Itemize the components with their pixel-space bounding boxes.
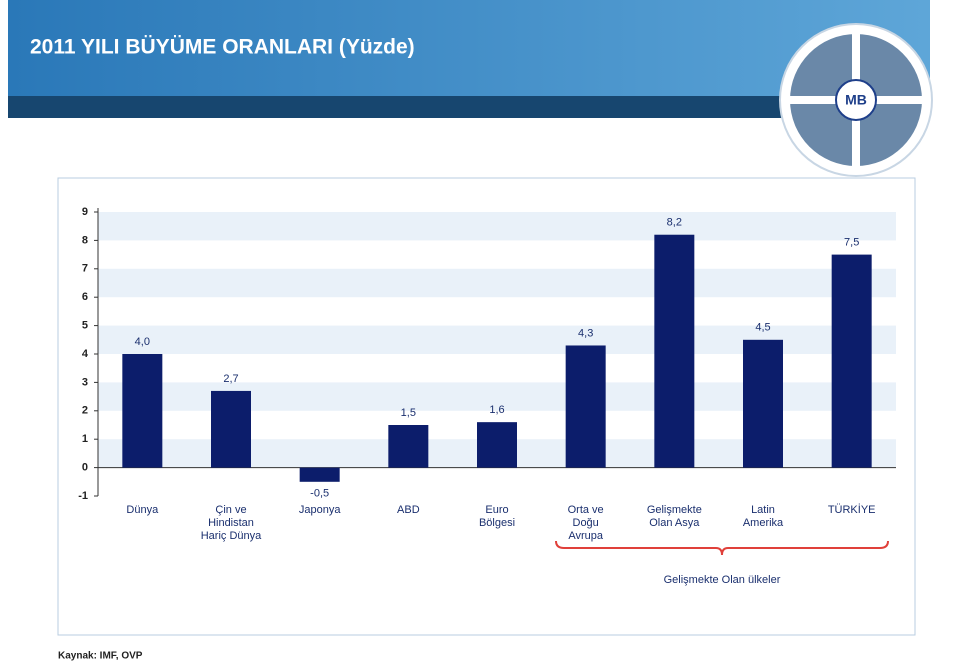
y-tick-label: -1 bbox=[78, 490, 88, 502]
bar bbox=[654, 234, 695, 468]
y-tick-label: 8 bbox=[82, 234, 88, 246]
y-tick-label: 0 bbox=[82, 462, 88, 474]
stripe bbox=[98, 212, 896, 241]
x-tick-label: Japonya bbox=[298, 504, 341, 516]
bar bbox=[122, 354, 163, 468]
bar bbox=[388, 425, 429, 468]
group-label: Gelişmekte Olan ülkeler bbox=[664, 574, 781, 586]
y-tick-label: 9 bbox=[82, 206, 88, 218]
value-label: 2,7 bbox=[223, 373, 238, 385]
y-tick-label: 5 bbox=[82, 320, 88, 332]
value-label: 1,6 bbox=[489, 404, 504, 416]
value-label: 8,2 bbox=[667, 217, 682, 229]
y-tick-label: 2 bbox=[82, 405, 88, 417]
logo-text: MB bbox=[845, 92, 867, 108]
x-tick-label: ABD bbox=[397, 504, 420, 516]
bar bbox=[565, 345, 606, 468]
header-strip bbox=[8, 96, 930, 118]
slide-title: 2011 YILI BÜYÜME ORANLARI (Yüzde) bbox=[30, 36, 415, 59]
x-tick-label: Orta ve Doğu Avrupa bbox=[567, 504, 604, 542]
logo-badge bbox=[835, 79, 877, 121]
group-bracket bbox=[555, 540, 889, 556]
y-tick-label: 6 bbox=[82, 291, 88, 303]
value-label: 4,5 bbox=[755, 322, 770, 334]
bar bbox=[299, 467, 340, 482]
stripe bbox=[98, 268, 896, 298]
value-label: -0,5 bbox=[310, 488, 329, 500]
x-tick-label: Latin Amerika bbox=[742, 504, 784, 529]
y-tick-label: 3 bbox=[82, 376, 88, 388]
x-tick-label: Dünya bbox=[126, 504, 159, 516]
value-label: 4,0 bbox=[135, 336, 150, 348]
x-tick-label: Euro Bölgesi bbox=[478, 504, 516, 529]
x-tick-label: Çin ve Hindistan Hariç Dünya bbox=[200, 504, 262, 542]
header-band bbox=[8, 0, 930, 96]
y-tick-label: 1 bbox=[82, 433, 88, 445]
bar bbox=[743, 339, 783, 468]
y-tick-label: 4 bbox=[82, 348, 89, 360]
x-tick-label: Gelişmekte Olan Asya bbox=[646, 504, 702, 529]
source-note: Kaynak: IMF, OVP bbox=[58, 651, 143, 662]
y-tick-label: 7 bbox=[82, 263, 88, 275]
value-label: 7,5 bbox=[844, 237, 859, 249]
bar bbox=[477, 422, 517, 468]
value-label: 4,3 bbox=[578, 327, 593, 339]
bar bbox=[831, 254, 872, 468]
bar bbox=[211, 390, 251, 468]
value-label: 1,5 bbox=[401, 407, 416, 419]
x-tick-label: TÜRKİYE bbox=[827, 504, 876, 516]
